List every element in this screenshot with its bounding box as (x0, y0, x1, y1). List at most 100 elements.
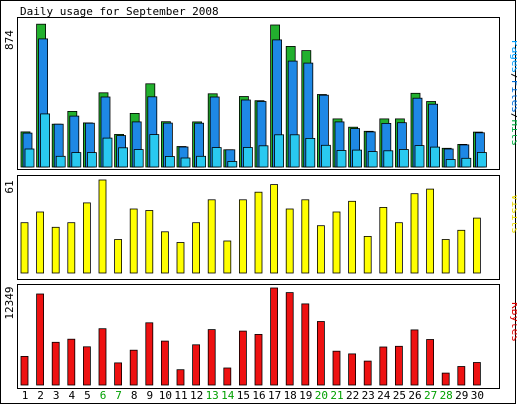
kbytes-kbytes-bar-day-22 (348, 353, 357, 386)
hits-legend-part: Files (509, 80, 517, 113)
hits-pages-bar-day-30 (476, 152, 487, 168)
visits-visits-bar-day-17 (270, 184, 279, 274)
chart-title: Daily usage for September 2008 (20, 5, 219, 18)
kbytes-kbytes-bar-day-28 (441, 372, 450, 386)
kbytes-kbytes-bar-day-25 (394, 345, 403, 386)
kbytes-kbytes-bar-day-15 (238, 330, 247, 386)
hits-pages-bar-day-23 (367, 151, 378, 168)
hits-legend-part: / (509, 73, 517, 80)
kbytes-kbytes-bar-day-24 (379, 346, 388, 386)
visits-visits-bar-day-12 (192, 222, 201, 274)
visits-visits-bar-day-2 (36, 211, 44, 274)
kbytes-kbytes-bar-day-1 (20, 355, 29, 386)
day-label-26: 26 (408, 389, 421, 402)
kbytes-kbytes-bar-day-2 (36, 293, 44, 386)
kbytes-legend: KBytes (509, 302, 517, 342)
hits-pages-bar-day-16 (258, 145, 269, 168)
visits-visits-bar-day-4 (67, 222, 76, 274)
visits-visits-bar-day-25 (394, 222, 403, 274)
visits-visits-bar-day-10 (160, 231, 169, 274)
kbytes-kbytes-bar-day-11 (176, 369, 185, 386)
day-label-6: 6 (100, 389, 107, 402)
visits-bars (20, 179, 481, 274)
visits-visits-bar-day-20 (316, 225, 325, 274)
hits-max-label: 874 (3, 30, 16, 50)
visits-max-label: 61 (3, 180, 16, 193)
day-label-4: 4 (68, 389, 75, 402)
day-label-24: 24 (377, 389, 391, 402)
hits-pages-bar-day-24 (383, 150, 394, 168)
kbytes-panel-frame (17, 284, 500, 389)
visits-visits-bar-day-19 (301, 199, 310, 274)
hits-pages-bar-day-25 (398, 149, 409, 168)
kbytes-kbytes-bar-day-13 (207, 329, 216, 386)
visits-visits-bar-day-8 (129, 208, 138, 274)
kbytes-kbytes-bar-day-14 (223, 367, 232, 386)
hits-pages-bar-day-28 (445, 159, 456, 168)
day-label-7: 7 (115, 389, 122, 402)
hits-pages-bar-day-19 (305, 137, 316, 168)
day-label-21: 21 (330, 389, 343, 402)
visits-visits-bar-day-26 (410, 193, 419, 274)
kbytes-kbytes-bar-day-4 (67, 338, 76, 386)
day-label-29: 29 (455, 389, 468, 402)
visits-visits-bar-day-5 (83, 202, 91, 274)
hits-pages-bar-day-8 (133, 149, 144, 168)
hits-pages-bar-day-26 (414, 145, 425, 168)
kbytes-kbytes-bar-day-17 (270, 287, 279, 386)
visits-panel: 61 Visits (3, 175, 517, 280)
day-label-5: 5 (84, 389, 91, 402)
hits-pages-bar-day-1 (24, 148, 35, 168)
visits-panel-frame (17, 175, 500, 280)
day-label-27: 27 (424, 389, 437, 402)
kbytes-kbytes-bar-day-12 (192, 344, 201, 386)
hits-pages-bar-day-18 (289, 134, 300, 168)
hits-pages-bar-day-9 (149, 134, 160, 168)
visits-visits-bar-day-21 (332, 211, 341, 274)
day-label-20: 20 (315, 389, 328, 402)
kbytes-kbytes-bar-day-7 (114, 362, 122, 386)
kbytes-kbytes-bar-day-21 (332, 350, 341, 386)
day-label-14: 14 (221, 389, 235, 402)
hits-pages-bar-day-14 (227, 161, 238, 168)
hits-legend-part: Hits (509, 120, 517, 147)
visits-legend: Visits (509, 194, 517, 234)
kbytes-kbytes-bar-day-19 (301, 303, 310, 386)
kbytes-kbytes-bar-day-16 (254, 333, 263, 386)
hits-pages-bar-day-12 (196, 155, 207, 168)
hits-legend: Pages/Files/Hits (509, 40, 517, 146)
day-label-8: 8 (131, 389, 138, 402)
day-label-28: 28 (440, 389, 453, 402)
visits-visits-bar-day-14 (223, 240, 232, 274)
visits-visits-bar-day-15 (238, 199, 247, 274)
kbytes-kbytes-bar-day-27 (426, 339, 435, 386)
kbytes-kbytes-bar-day-10 (160, 340, 169, 386)
kbytes-kbytes-bar-day-3 (51, 341, 60, 386)
day-label-9: 9 (146, 389, 153, 402)
day-label-15: 15 (237, 389, 250, 402)
hits-pages-bar-day-7 (118, 147, 128, 168)
kbytes-kbytes-bar-day-30 (472, 362, 481, 386)
kbytes-max-label: 12349 (3, 286, 16, 319)
kbytes-kbytes-bar-day-8 (129, 349, 138, 386)
hits-pages-bar-day-21 (336, 150, 347, 168)
day-label-22: 22 (346, 389, 359, 402)
hits-bars (20, 23, 487, 168)
hits-pages-bar-day-4 (71, 152, 82, 168)
visits-legend-part: Visits (509, 194, 517, 234)
day-label-16: 16 (252, 389, 265, 402)
kbytes-kbytes-bar-day-6 (98, 328, 107, 386)
hits-pages-bar-day-5 (87, 152, 97, 168)
kbytes-legend-part: KBytes (509, 302, 517, 342)
visits-visits-bar-day-13 (207, 199, 216, 274)
kbytes-kbytes-bar-day-26 (410, 329, 419, 386)
kbytes-kbytes-bar-day-29 (457, 366, 466, 386)
kbytes-kbytes-bar-day-20 (316, 321, 325, 386)
visits-visits-bar-day-7 (114, 239, 122, 274)
visits-visits-bar-day-27 (426, 188, 435, 274)
day-label-2: 2 (37, 389, 44, 402)
day-label-30: 30 (471, 389, 484, 402)
day-label-12: 12 (190, 389, 203, 402)
visits-visits-bar-day-9 (145, 210, 154, 274)
visits-visits-bar-day-23 (363, 235, 372, 274)
